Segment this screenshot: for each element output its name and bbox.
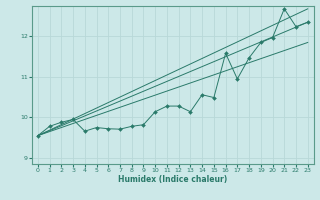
X-axis label: Humidex (Indice chaleur): Humidex (Indice chaleur) (118, 175, 228, 184)
